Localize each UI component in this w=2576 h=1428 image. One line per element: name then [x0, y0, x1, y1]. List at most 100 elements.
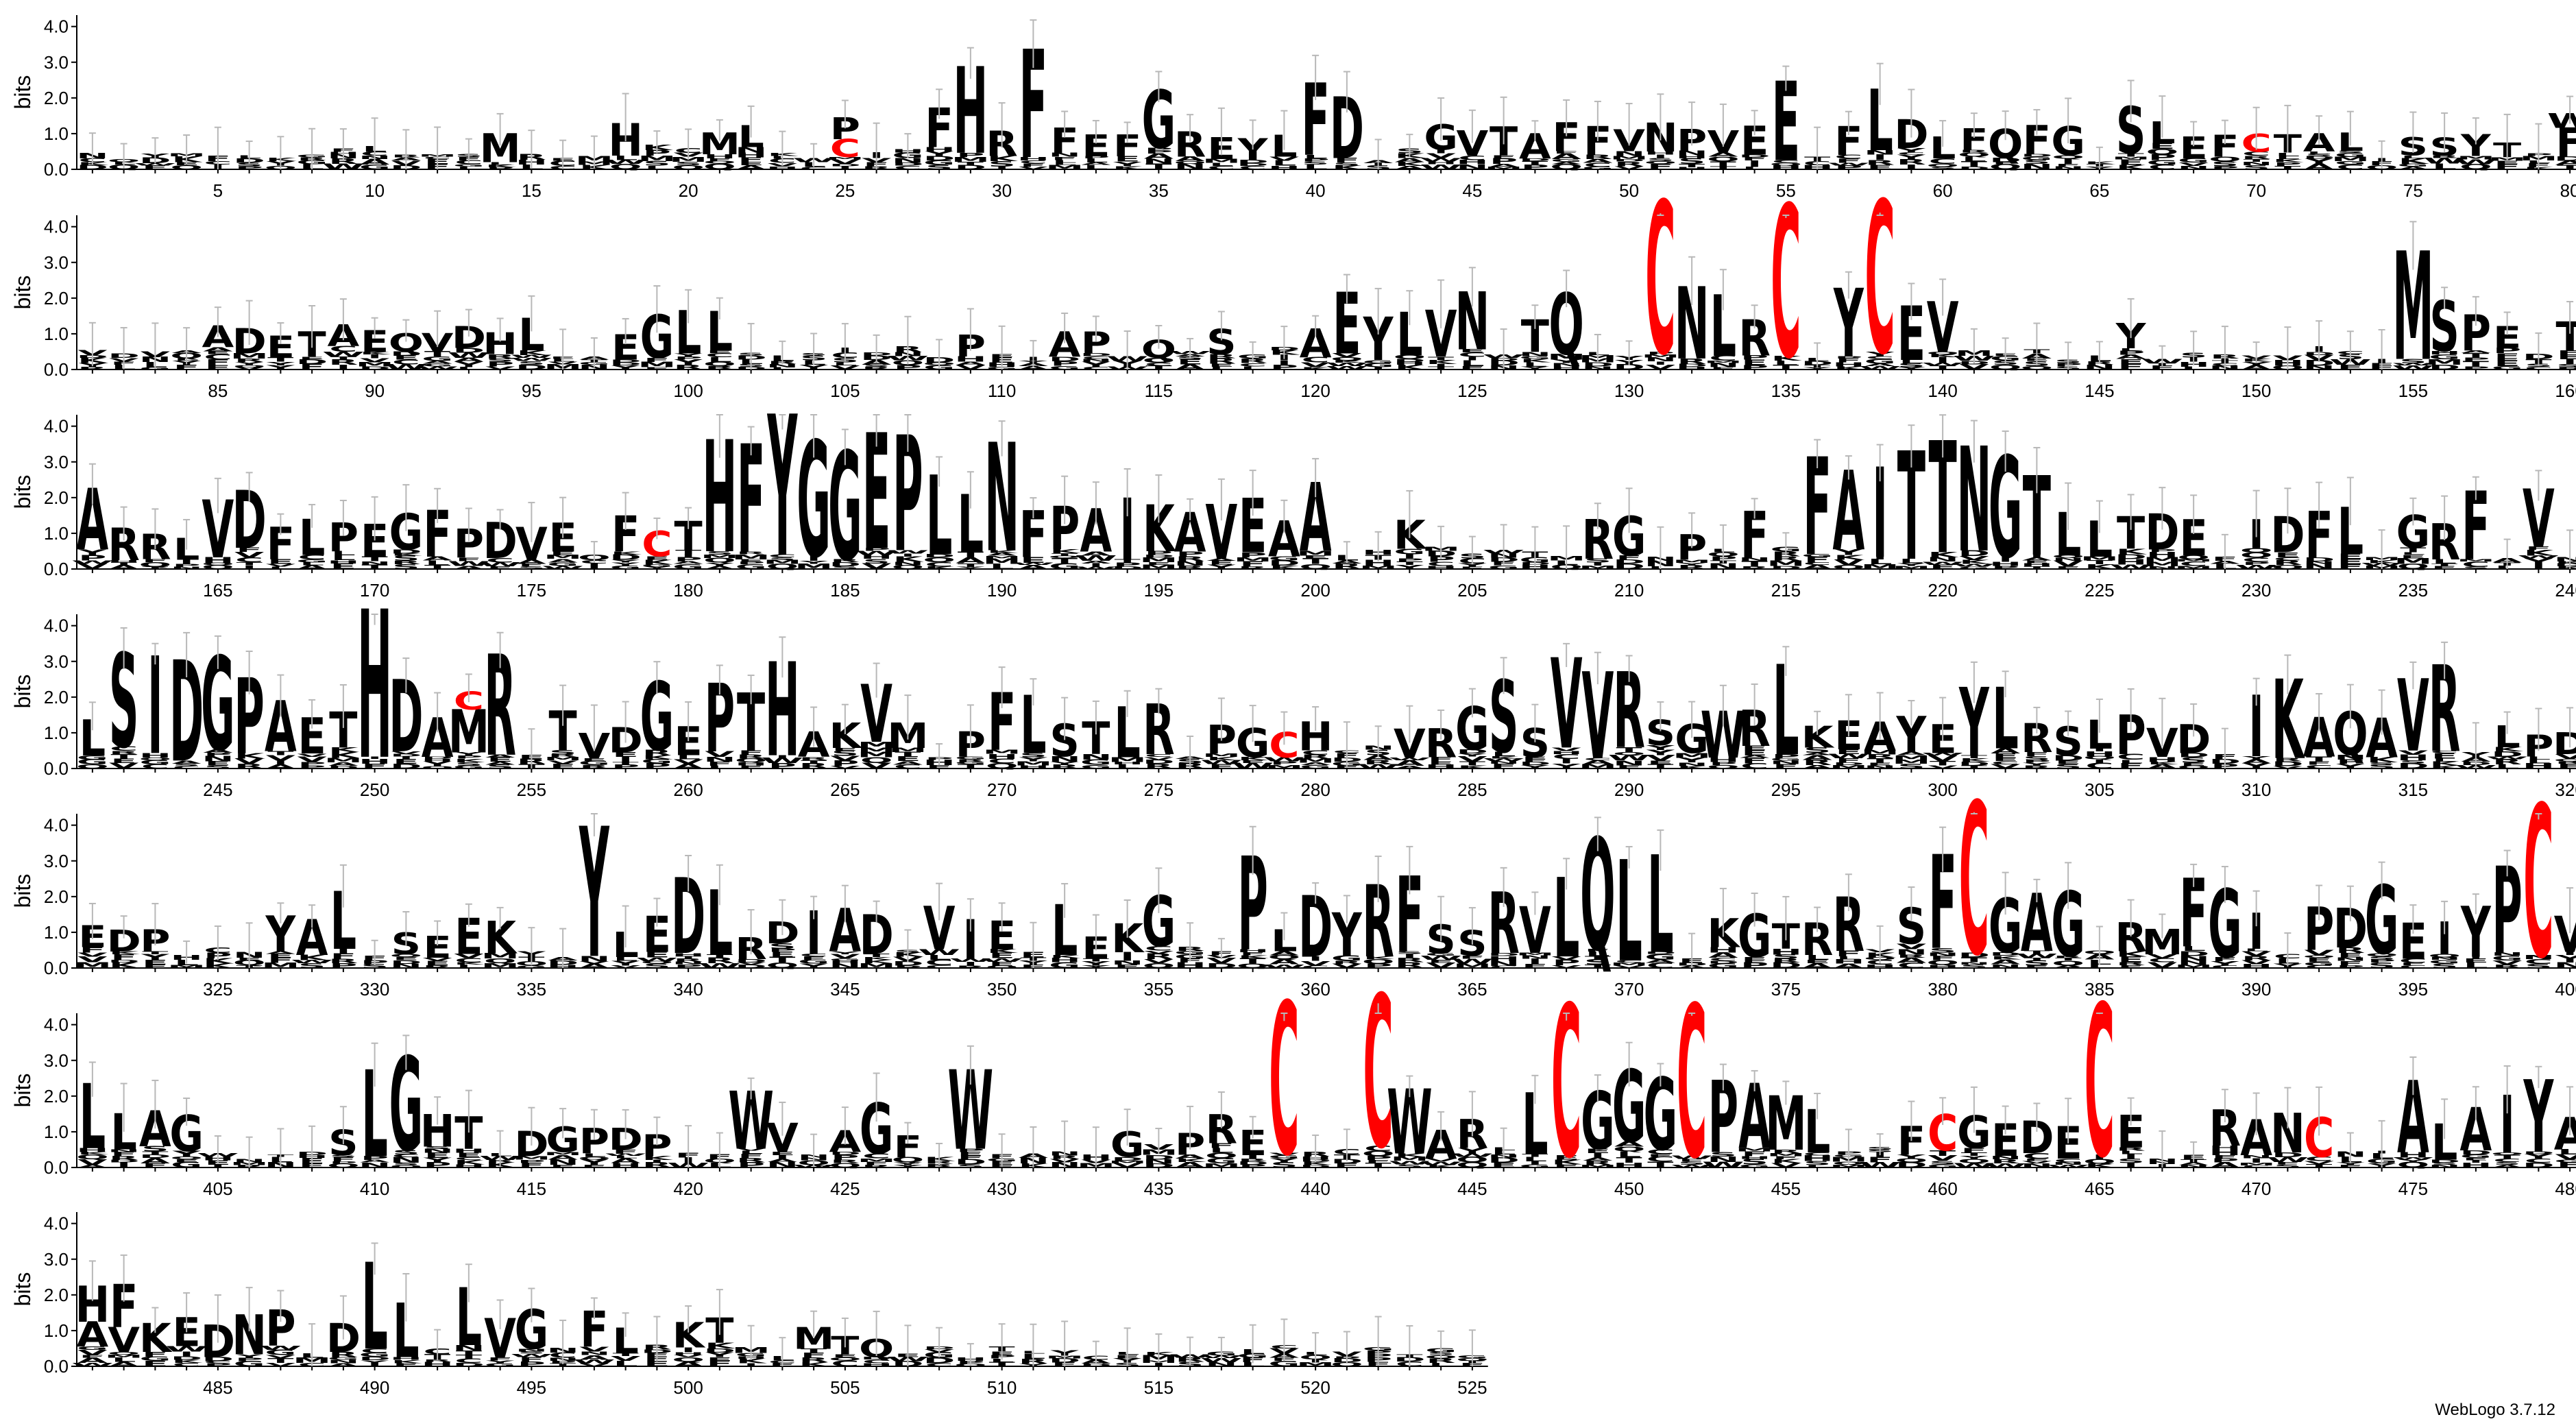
logo-letter-minor: P [1270, 364, 1298, 372]
y-axis-label: bits [10, 276, 35, 310]
logo-letter-minor: W [322, 162, 365, 171]
logo-column: YRLL [1019, 1323, 1048, 1367]
logo-letter-minor: D [892, 162, 923, 167]
x-tick-label: 495 [517, 1377, 546, 1398]
logo-letter-minor: L [613, 154, 638, 162]
logo-column: NVRN [1049, 1120, 1081, 1170]
x-tick-label: 10 [365, 180, 385, 201]
logo-column: GLNV [139, 322, 171, 370]
logo-column: AYKV [2241, 341, 2272, 371]
logo-letter-minor: S [2242, 165, 2270, 171]
logo-letter-minor: R [674, 363, 703, 371]
logo-column: WRNHF [322, 128, 365, 171]
logo-column: DVVF [1206, 938, 1237, 969]
logo-letter-minor: Q [1958, 152, 1991, 158]
logo-letter-minor: F [1020, 162, 1046, 168]
x-tick-label: 165 [203, 580, 232, 601]
logo-letter-minor: S [675, 161, 702, 167]
logo-column: CDNGH [892, 133, 924, 171]
x-tick-label: 70 [2246, 180, 2266, 201]
logo-letter-minor: S [643, 160, 670, 167]
logo-column: QHV [2272, 326, 2304, 371]
logo-letter-minor: Y [266, 361, 295, 367]
logo-letter-minor: D [1237, 159, 1268, 165]
logo-letter-minor: P [1740, 364, 1769, 371]
logo-column: FGDFC [1331, 721, 1363, 769]
x-tick-label: 145 [2085, 380, 2114, 401]
logo-letter: W [2547, 110, 2576, 133]
logo-column: QFI [2366, 140, 2398, 171]
x-tick-label: 320 [2555, 779, 2576, 800]
x-tick-label: 480 [2555, 1178, 2576, 1199]
logo-column: DNDMV [1140, 1128, 1178, 1169]
y-tick-label: 1.0 [44, 523, 69, 544]
logo-letter-minor: N [1174, 162, 1206, 171]
x-tick-label: 425 [830, 1178, 860, 1199]
y-tick-label: 4.0 [44, 416, 69, 437]
logo-column: NDDW [1483, 328, 1524, 371]
logo-row-1: bits 0.0 1.0 2.0 3.0 4.0 5 10 15 20 25 30 35 40 45 50 55… [10, 15, 2576, 201]
logo-letter: K [1707, 910, 1740, 957]
logo-letter-minor: A [1144, 152, 1174, 161]
logo-letter-minor: F [2494, 162, 2520, 171]
logo-letter-minor: I [1434, 363, 1448, 367]
x-tick-label: 345 [830, 979, 860, 1000]
logo-letter-minor: C [705, 352, 733, 359]
logo-letter-minor: K [77, 161, 109, 166]
logo-column: IKHGM [732, 1324, 770, 1368]
logo-letter-minor: R [328, 359, 358, 367]
logo-column: GFAVC [1268, 1318, 1300, 1368]
logo-letter-minor: P [2274, 161, 2302, 167]
logo-letter-minor: L [2276, 156, 2300, 160]
logo-letter-minor: D [1049, 356, 1080, 363]
logo-column: MLH [167, 940, 206, 969]
logo-letter: C [1551, 963, 1581, 1205]
logo-letter-minor: K [1332, 165, 1363, 171]
logo-letter-minor: S [235, 162, 263, 167]
y-tick-label: 3.0 [44, 851, 69, 871]
logo-column: LHIS [2178, 330, 2210, 370]
logo-letter-minor: M [230, 352, 269, 360]
logo-letter-minor: I [1371, 367, 1385, 371]
x-tick-label: 30 [992, 180, 1012, 201]
logo-column: KDKN [2554, 529, 2576, 570]
logo-letter-minor: R [1677, 357, 1707, 366]
y-tick-label: 4.0 [44, 217, 69, 237]
